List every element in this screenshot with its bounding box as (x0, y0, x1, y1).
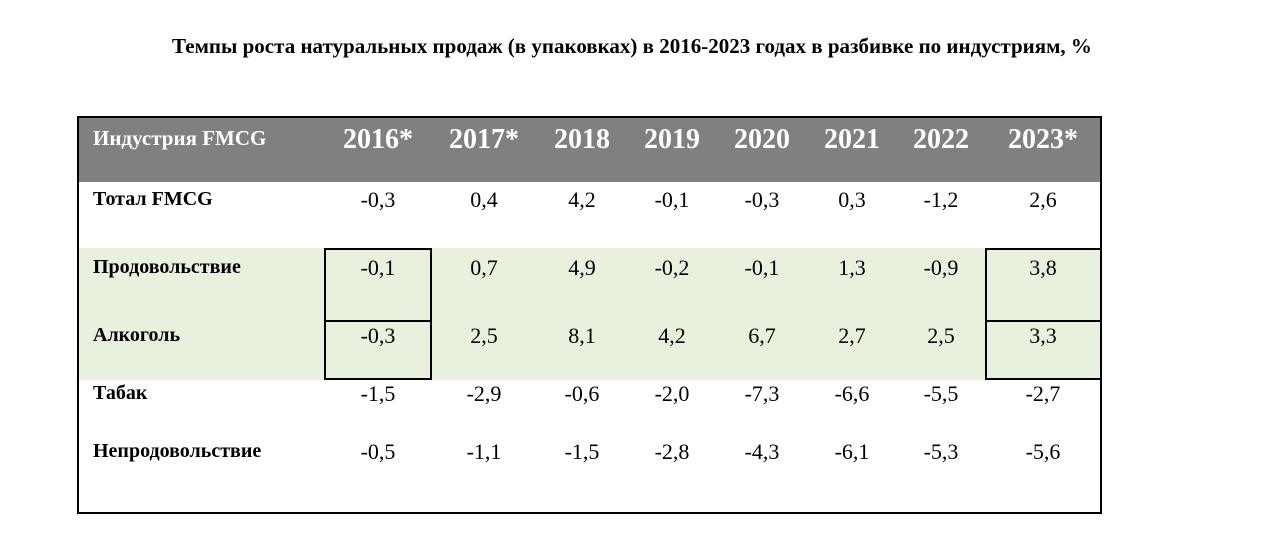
table-cell: -1,5 (360, 381, 396, 406)
table-cell: 4,2 (658, 323, 686, 348)
table-cell: 4,2 (568, 187, 596, 212)
table-cell: 1,3 (838, 255, 866, 280)
table-cell: -0,5 (360, 439, 396, 464)
table-cell: -0,6 (564, 381, 600, 406)
table-cell: -2,9 (466, 381, 502, 406)
table-cell: -0,1 (744, 255, 780, 280)
data-table: Индустрия FMCG 2016* 2017* 2018 2019 2020 202… (77, 116, 1102, 514)
table-cell: -6,1 (834, 439, 870, 464)
column-header-2016-star: 2016* (343, 124, 413, 155)
column-header-2022: 2022 (913, 124, 969, 155)
column-header-2019: 2019 (644, 124, 700, 155)
table-cell: -7,3 (744, 381, 780, 406)
column-header-2018: 2018 (554, 124, 610, 155)
row-label: Табак (93, 382, 148, 404)
table-cell: 0,7 (470, 255, 498, 280)
table-cell: 0,4 (470, 187, 498, 212)
table-cell: 2,5 (470, 323, 498, 348)
table-cell: -0,1 (654, 187, 690, 212)
row-label: Непродовольствие (93, 440, 262, 462)
row-label: Продовольствие (93, 256, 241, 278)
table-cell: 8,1 (568, 323, 596, 348)
table-cell: -0,2 (654, 255, 690, 280)
highlight-box (985, 320, 1100, 380)
highlight-box (985, 248, 1100, 322)
header-label: Индустрия FMCG (93, 126, 267, 150)
table-cell: -0,3 (360, 323, 396, 348)
row-label: Алкоголь (93, 324, 181, 346)
table-cell: 3,3 (1029, 323, 1057, 348)
table-cell: -6,6 (834, 381, 870, 406)
table-cell: -1,1 (466, 439, 502, 464)
table-cell: -2,8 (654, 439, 690, 464)
table-cell: 2,6 (1029, 187, 1057, 212)
table-cell: -2,7 (1025, 381, 1061, 406)
highlight-box (324, 248, 432, 322)
highlight-band (79, 248, 1100, 380)
table-cell: -5,3 (923, 439, 959, 464)
table-header-row (79, 118, 1100, 182)
table-cell: -5,5 (923, 381, 959, 406)
table-cell: 0,3 (838, 187, 866, 212)
table-cell: -1,2 (923, 187, 959, 212)
table-cell: -5,6 (1025, 439, 1061, 464)
column-header-2023-star: 2023* (1008, 124, 1078, 155)
table-cell: -2,0 (654, 381, 690, 406)
table-cell: -0,3 (360, 187, 396, 212)
table-cell: -4,3 (744, 439, 780, 464)
table-cell: 3,8 (1029, 255, 1057, 280)
highlight-box (324, 320, 432, 380)
table-cell: -1,5 (564, 439, 600, 464)
table-cell: -0,9 (923, 255, 959, 280)
page-title: Темпы роста натуральных продаж (в упаков… (172, 34, 1092, 58)
table-cell: 4,9 (568, 255, 596, 280)
table-cell: -0,1 (360, 255, 396, 280)
table-cell: 2,5 (927, 323, 955, 348)
row-label: Тотал FMCG (93, 188, 213, 210)
column-header-2021: 2021 (824, 124, 880, 155)
table-cell: 2,7 (838, 323, 866, 348)
table-cell: 6,7 (748, 323, 776, 348)
column-header-2020: 2020 (734, 124, 790, 155)
column-header-2017-star: 2017* (449, 124, 519, 155)
table-cell: -0,3 (744, 187, 780, 212)
